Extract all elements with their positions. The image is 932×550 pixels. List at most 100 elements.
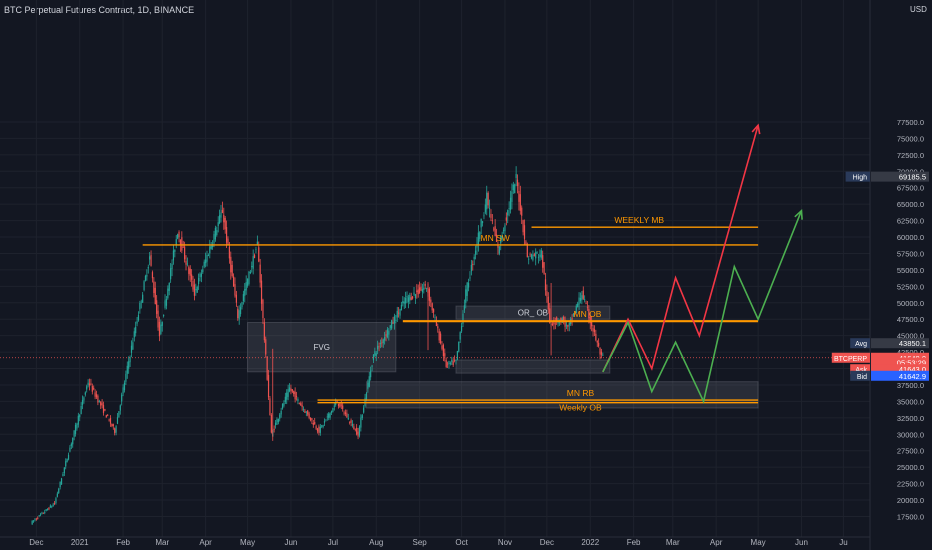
candle bbox=[279, 414, 281, 419]
candle bbox=[526, 243, 528, 258]
candle bbox=[58, 488, 60, 493]
candle bbox=[508, 208, 510, 209]
candle bbox=[31, 520, 33, 525]
candle bbox=[445, 360, 447, 367]
x-tick-label: Jun bbox=[284, 538, 297, 547]
candle bbox=[48, 507, 50, 510]
candle bbox=[81, 399, 84, 405]
candle bbox=[41, 512, 43, 514]
candle bbox=[469, 277, 471, 279]
candle bbox=[241, 302, 243, 308]
candle bbox=[326, 416, 328, 418]
candle bbox=[322, 425, 324, 427]
candle bbox=[315, 426, 317, 429]
candle bbox=[73, 430, 75, 437]
candle bbox=[476, 244, 478, 248]
candle bbox=[179, 239, 182, 246]
candle bbox=[582, 290, 584, 299]
candle bbox=[543, 262, 545, 275]
candle bbox=[339, 402, 341, 408]
candle bbox=[32, 520, 35, 522]
candle bbox=[344, 412, 347, 415]
y-tick-label: 65000.0 bbox=[897, 200, 924, 209]
candle bbox=[532, 254, 534, 261]
x-tick-label: Apr bbox=[199, 538, 212, 547]
candle bbox=[259, 264, 261, 283]
price-badge-label-bg bbox=[850, 338, 870, 349]
candle bbox=[424, 283, 426, 286]
candle bbox=[128, 361, 130, 369]
candle bbox=[395, 320, 397, 321]
candle bbox=[249, 271, 251, 274]
candle bbox=[221, 209, 223, 213]
candle bbox=[118, 411, 120, 418]
candle bbox=[490, 213, 492, 218]
candle bbox=[360, 417, 362, 428]
candle bbox=[301, 405, 303, 408]
candle bbox=[486, 192, 488, 210]
candle bbox=[265, 339, 267, 355]
candle bbox=[70, 443, 72, 446]
candle bbox=[363, 407, 365, 413]
candle bbox=[182, 247, 184, 248]
y-tick-label: 52500.0 bbox=[897, 282, 924, 291]
candle bbox=[91, 385, 93, 392]
candle bbox=[223, 214, 225, 223]
candle bbox=[335, 402, 337, 406]
candle bbox=[281, 403, 284, 409]
candle bbox=[522, 220, 524, 233]
candle bbox=[84, 392, 86, 395]
candle bbox=[460, 326, 463, 332]
candle bbox=[333, 405, 335, 407]
price-badge-label: Avg bbox=[855, 341, 867, 348]
candle bbox=[584, 299, 586, 301]
candle bbox=[472, 264, 474, 265]
candle bbox=[574, 311, 576, 313]
candle bbox=[256, 241, 258, 246]
candle bbox=[119, 405, 121, 411]
candle bbox=[337, 403, 340, 406]
candle bbox=[314, 421, 316, 425]
candle bbox=[151, 272, 154, 279]
price-badge-label: Bid bbox=[857, 374, 867, 381]
candle bbox=[396, 310, 398, 318]
candle bbox=[481, 221, 484, 224]
candle bbox=[263, 322, 265, 341]
candle bbox=[596, 341, 598, 343]
candle bbox=[372, 354, 375, 361]
candle bbox=[533, 254, 535, 256]
candle bbox=[354, 428, 356, 430]
candle bbox=[123, 382, 126, 391]
candle bbox=[451, 360, 453, 362]
scenario-path bbox=[602, 210, 803, 404]
candle bbox=[198, 277, 200, 285]
candle bbox=[494, 226, 496, 237]
candle bbox=[398, 312, 400, 314]
candle bbox=[255, 248, 257, 250]
candle bbox=[38, 515, 40, 517]
candle bbox=[560, 317, 562, 321]
candle bbox=[311, 418, 313, 421]
candle bbox=[349, 421, 351, 423]
candle bbox=[557, 322, 559, 324]
candle bbox=[276, 419, 278, 425]
candle bbox=[44, 512, 46, 513]
candle bbox=[575, 305, 577, 314]
candle bbox=[156, 300, 158, 314]
candle bbox=[72, 437, 74, 445]
candle bbox=[444, 353, 446, 357]
reference-line-label: MN RB bbox=[567, 388, 595, 398]
candle bbox=[332, 408, 334, 413]
candle bbox=[224, 217, 226, 230]
candle bbox=[132, 342, 134, 350]
candle bbox=[287, 389, 289, 397]
zone-label: FVG bbox=[313, 343, 329, 352]
candle bbox=[518, 190, 520, 202]
candle bbox=[358, 426, 361, 436]
candle bbox=[274, 422, 277, 426]
x-tick-label: 2021 bbox=[71, 538, 89, 547]
candle bbox=[462, 313, 464, 324]
candle bbox=[52, 504, 54, 507]
candle bbox=[546, 291, 548, 297]
